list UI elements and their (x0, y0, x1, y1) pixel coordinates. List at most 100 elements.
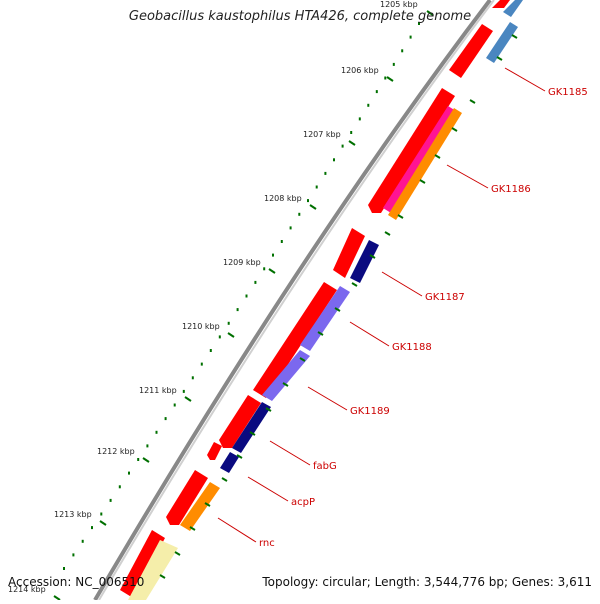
gc-dot (341, 144, 344, 148)
gc-dot (118, 485, 121, 489)
gc-dot (109, 498, 112, 502)
gc-skew-mark (511, 34, 518, 39)
gc-dot (324, 171, 327, 175)
gc-skew-mark (282, 382, 289, 387)
gc-skew-mark (299, 357, 306, 362)
gene-label: acpP (291, 497, 315, 508)
gc-skew-mark (159, 574, 166, 579)
gene-leader-line (247, 476, 289, 502)
gc-dot (227, 321, 230, 325)
forward-cds (333, 228, 365, 278)
forward-cds (449, 24, 493, 78)
kbp-tick-mark (184, 396, 192, 402)
gc-skew-marks (159, 34, 518, 579)
gc-dot (191, 376, 194, 380)
gc-dot (81, 539, 84, 543)
gc-skew-mark (265, 407, 272, 412)
gene-block-yellow (128, 540, 178, 600)
kbp-tick-mark (386, 76, 394, 82)
gc-dot (137, 458, 140, 461)
kbp-tick-mark (309, 204, 317, 210)
genome-backbone-light (98, 0, 495, 601)
gc-dot (307, 199, 309, 203)
gc-dot (254, 280, 257, 284)
gene-block-purple (300, 286, 350, 351)
gc-skew-mark (317, 331, 324, 336)
gc-skew-mark (469, 99, 476, 104)
gc-skew-mark (496, 56, 503, 61)
gc-skew-mark (369, 254, 376, 259)
gene-block-navy (220, 452, 239, 473)
forward-cds (166, 470, 208, 525)
kbp-tick-mark (348, 140, 356, 146)
gene-block-blue (486, 22, 518, 63)
gene-block-blue (503, 0, 523, 17)
gene-leader-line (504, 67, 546, 92)
gc-dot (245, 294, 248, 298)
gene-label: rnc (259, 538, 275, 549)
kbp-tick-label: 1206 kbp (341, 66, 379, 75)
kbp-tick-label: 1211 kbp (139, 386, 177, 395)
kbp-tick-mark (53, 595, 61, 601)
gene-label: GK1189 (350, 406, 390, 417)
gc-dot (72, 553, 75, 557)
gc-dot (218, 335, 221, 339)
kbp-tick-label: 1214 kbp (8, 585, 46, 594)
kbp-tick-label: 1207 kbp (303, 130, 341, 139)
gc-skew-mark (236, 454, 243, 459)
gc-dot (272, 253, 274, 257)
map-title: Geobacillus kaustophilus HTA426, complet… (128, 9, 472, 24)
gc-skew-mark (351, 282, 358, 287)
gc-dot (128, 471, 130, 475)
kbp-tick-mark (142, 457, 150, 463)
gc-content-track (63, 22, 420, 570)
gc-dot (146, 444, 149, 448)
gc-dot (280, 240, 283, 243)
gene-leader-line (269, 440, 311, 466)
gc-skew-mark (419, 179, 426, 184)
colored-gene-track (128, 0, 523, 600)
gc-dot (392, 62, 395, 66)
gc-skew-mark (249, 431, 256, 436)
gc-dot (209, 349, 212, 352)
gc-dot (63, 567, 65, 570)
gene-label: GK1188 (392, 342, 432, 353)
gc-skew-mark (434, 154, 441, 159)
gc-dot (350, 131, 353, 134)
kbp-tick-label: 1205 kbp (380, 0, 418, 9)
accession-text: Accession: NC_006510 (8, 575, 145, 589)
gene-block-orange (388, 108, 462, 220)
gene-label: GK1185 (548, 87, 588, 98)
gc-dot (375, 90, 378, 94)
gc-skew-mark (334, 307, 341, 312)
forward-cds (492, 0, 510, 8)
gene-label: GK1187 (425, 292, 465, 303)
forward-cds (207, 442, 222, 460)
gc-dot (409, 35, 412, 39)
gc-dot (200, 362, 203, 366)
gc-dot (289, 226, 292, 230)
gc-skew-mark (221, 477, 228, 482)
kbp-tick-mark (426, 10, 434, 16)
kbp-tick-mark (99, 520, 107, 526)
gc-skew-mark (451, 127, 458, 132)
kbp-tick-mark (227, 332, 235, 338)
gene-leader-line (349, 321, 390, 347)
gene-block-purple (262, 350, 310, 401)
kbp-tick-label: 1209 kbp (223, 258, 261, 267)
gc-skew-mark (204, 502, 211, 507)
kbp-tick-label: 1208 kbp (264, 194, 302, 203)
gc-dot (298, 212, 301, 216)
gene-block-orange (180, 482, 220, 531)
gc-dot (358, 117, 361, 121)
gene-block-navy (350, 240, 379, 283)
gc-skew-mark (189, 526, 196, 531)
gene-block-navy (232, 402, 271, 453)
gc-dot (333, 158, 335, 162)
gc-skew-mark (174, 551, 181, 556)
gc-dot (236, 308, 239, 312)
gc-dot (401, 49, 404, 53)
summary-text: Topology: circular; Length: 3,544,776 bp… (262, 575, 592, 589)
